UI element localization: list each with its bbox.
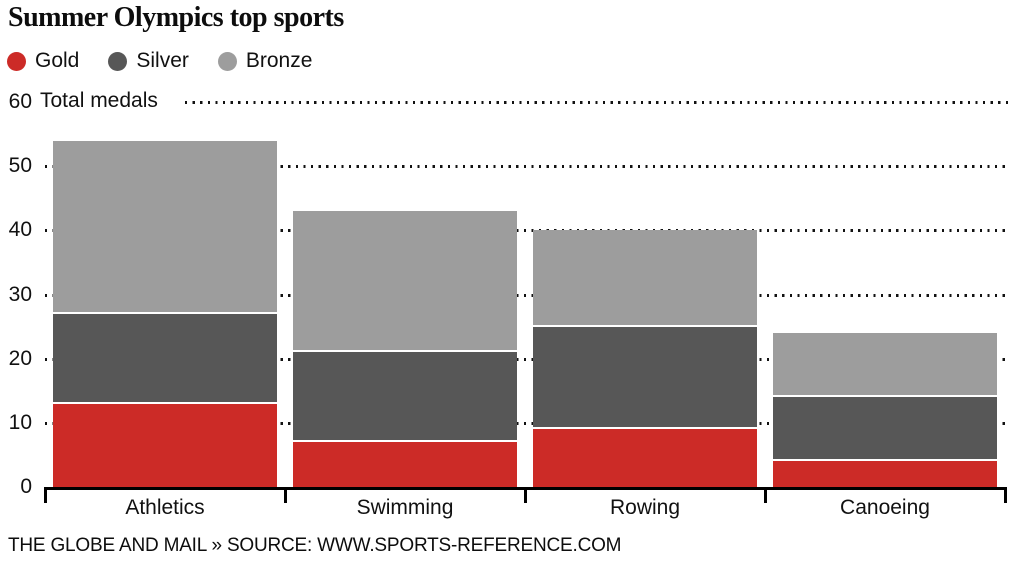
segment-silver-canoeing xyxy=(773,397,997,462)
plot-area: Total medals xyxy=(40,89,1008,487)
gridline-10 xyxy=(45,421,1008,425)
bar-swimming xyxy=(293,211,517,487)
legend-label: Bronze xyxy=(245,49,313,72)
x-tick xyxy=(1004,488,1007,503)
y-tick-label-40: 40 xyxy=(8,218,32,242)
segment-gold-athletics xyxy=(53,403,277,487)
x-label-canoeing: Canoeing xyxy=(840,496,930,519)
gridline-20 xyxy=(45,357,1008,361)
x-tick xyxy=(284,488,287,503)
y-tick-label-60: 60 xyxy=(8,90,32,113)
segment-silver-swimming xyxy=(293,352,517,443)
segment-bronze-swimming xyxy=(293,211,517,353)
x-label-swimming: Swimming xyxy=(356,496,454,519)
bar-athletics xyxy=(53,140,277,487)
y-tick-label-20: 20 xyxy=(8,346,32,370)
x-tick xyxy=(764,488,767,503)
gridline-60 xyxy=(185,101,1008,104)
x-tick xyxy=(44,488,47,503)
silver-swatch xyxy=(108,51,128,71)
gridline-50 xyxy=(45,165,1008,169)
legend-label: Gold xyxy=(35,49,80,72)
segment-gold-swimming xyxy=(293,442,517,487)
bronze-swatch xyxy=(217,51,237,71)
gridline-40 xyxy=(45,229,1008,233)
segment-bronze-rowing xyxy=(533,230,757,327)
legend: Gold Silver Bronze xyxy=(7,49,312,73)
legend-label: Silver xyxy=(136,49,189,72)
segment-bronze-athletics xyxy=(53,140,277,314)
y-tick-label-50: 50 xyxy=(8,154,32,178)
gridline-30 xyxy=(45,293,1008,297)
gold-swatch xyxy=(7,51,26,71)
x-label-rowing: Rowing xyxy=(609,496,681,519)
segment-bronze-canoeing xyxy=(773,333,997,398)
chart-title: Summer Olympics top sports xyxy=(8,2,344,33)
segment-silver-athletics xyxy=(53,313,277,404)
y-tick-label-0: 0 xyxy=(20,475,32,498)
source-line: THE GLOBE AND MAIL » SOURCE: WWW.SPORTS-… xyxy=(8,535,622,556)
segment-gold-canoeing xyxy=(773,461,997,487)
bar-canoeing xyxy=(773,333,997,487)
y-axis-title: Total medals xyxy=(40,89,164,113)
y-tick-label-10: 10 xyxy=(8,410,32,434)
legend-item-silver: Silver xyxy=(108,49,189,73)
legend-item-bronze: Bronze xyxy=(217,49,313,73)
x-tick xyxy=(524,488,527,503)
bar-rowing xyxy=(533,230,757,487)
segment-gold-rowing xyxy=(533,429,757,487)
segment-silver-rowing xyxy=(533,326,757,430)
legend-item-gold: Gold xyxy=(7,49,79,73)
x-label-athletics: Athletics xyxy=(125,496,205,519)
y-tick-label-30: 30 xyxy=(8,282,32,306)
